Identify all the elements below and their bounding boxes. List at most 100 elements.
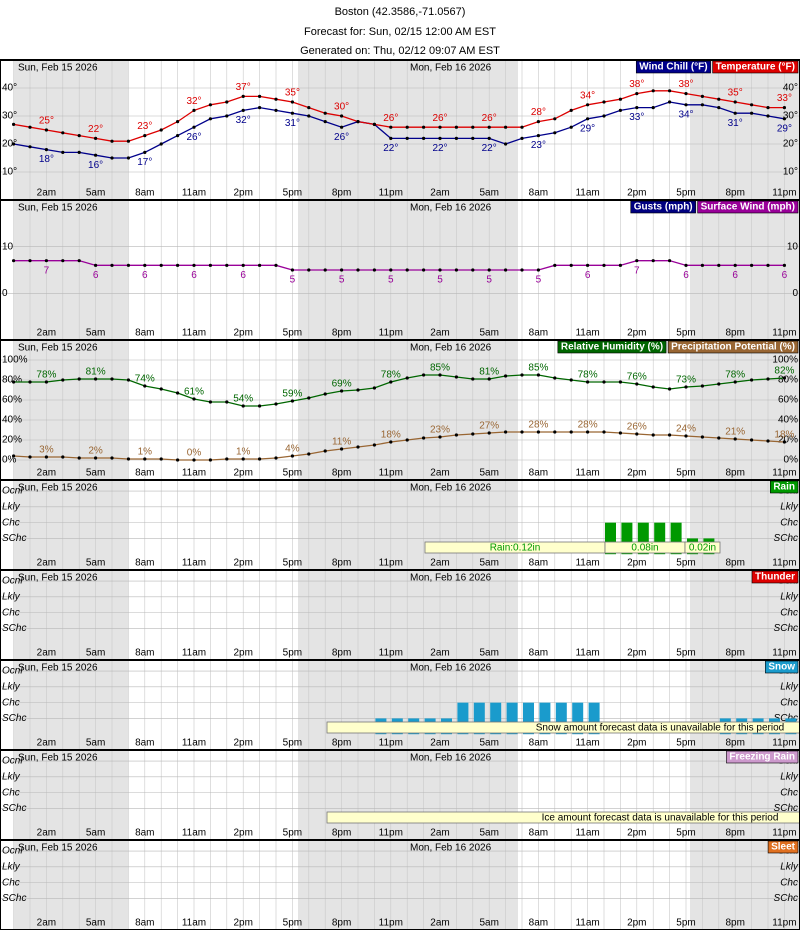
data-point <box>405 125 409 129</box>
night-shade <box>690 340 800 480</box>
legend-label: Surface Wind (mph) <box>701 202 795 213</box>
data-point <box>618 97 623 101</box>
data-point <box>241 108 245 112</box>
bar <box>637 522 649 555</box>
data-label: 28° <box>531 107 546 118</box>
data-point <box>307 396 311 400</box>
data-point <box>225 263 229 267</box>
day-label: Sun, Feb 15 2026 <box>18 663 98 674</box>
y-tick-label-left: 30° <box>2 111 17 122</box>
data-point <box>290 111 294 115</box>
x-tick-label: 11pm <box>379 648 403 659</box>
day-label: Mon, Feb 16 2026 <box>410 203 492 214</box>
data-label: 6 <box>142 270 148 281</box>
data-point <box>44 148 49 152</box>
data-label: 24% <box>676 424 696 435</box>
bar <box>539 702 551 735</box>
data-point <box>405 438 409 442</box>
data-point <box>651 259 655 263</box>
y-tick-label-right: 80% <box>778 375 798 386</box>
data-point <box>602 114 606 118</box>
night-shade <box>14 660 128 750</box>
x-tick-label: 5am <box>86 328 105 339</box>
data-point <box>143 457 147 461</box>
annotation: 0.02in <box>689 543 716 554</box>
x-tick-label: 5am <box>86 468 105 479</box>
data-point <box>733 263 737 267</box>
data-point <box>766 439 770 443</box>
data-point <box>536 268 541 272</box>
data-point <box>504 268 508 272</box>
data-point <box>389 136 393 140</box>
data-label: 54% <box>233 394 253 405</box>
y-tick-label-left: 10° <box>2 167 17 178</box>
x-tick-label: 11pm <box>379 918 403 929</box>
data-point <box>307 106 311 110</box>
y-tick-label-right: Chc <box>780 787 798 798</box>
data-point <box>159 387 163 391</box>
data-point <box>143 150 147 154</box>
data-point <box>569 108 573 112</box>
data-label: 26° <box>432 113 447 124</box>
x-tick-label: 8pm <box>332 648 351 659</box>
data-point <box>782 106 787 110</box>
bar <box>572 702 584 735</box>
data-point <box>536 430 541 434</box>
bar <box>555 702 567 735</box>
data-point <box>44 380 49 384</box>
data-point <box>110 139 114 143</box>
data-point <box>422 125 426 129</box>
data-point <box>569 263 573 267</box>
data-point <box>586 380 590 384</box>
x-tick-label: 8pm <box>725 828 744 839</box>
y-tick-label-right: 20% <box>778 435 798 446</box>
x-tick-label: 2am <box>430 828 449 839</box>
data-point <box>733 437 737 441</box>
x-tick-label: 11am <box>182 648 206 659</box>
data-point <box>28 145 32 149</box>
data-label: 22° <box>383 143 398 154</box>
series-line <box>13 374 785 407</box>
data-point <box>782 440 787 444</box>
data-point <box>602 100 606 104</box>
annotation-box <box>326 811 800 824</box>
y-tick-label-right: 10° <box>783 167 798 178</box>
data-label: 32° <box>236 115 251 126</box>
data-point <box>422 268 426 272</box>
night-shade <box>298 340 518 480</box>
day-label: Mon, Feb 16 2026 <box>410 753 492 764</box>
data-point <box>553 131 557 135</box>
data-label: 1% <box>236 447 251 458</box>
night-shade <box>14 570 128 660</box>
x-tick-label: 5pm <box>283 558 302 569</box>
data-point <box>782 117 787 121</box>
x-tick-label: 5pm <box>676 468 695 479</box>
x-tick-label: 5pm <box>676 188 695 199</box>
location-title: Boston (42.3586,-71.0567) <box>335 6 466 18</box>
data-point <box>77 456 81 460</box>
y-tick-label-left: Ocnl <box>2 486 23 497</box>
data-point <box>635 382 639 386</box>
data-point <box>176 120 180 124</box>
x-tick-label: 8pm <box>725 188 744 199</box>
data-point <box>274 402 278 406</box>
data-label: 38° <box>629 79 644 90</box>
x-tick-label: 8am <box>529 648 548 659</box>
data-label: 33° <box>777 93 792 104</box>
data-point <box>208 117 212 121</box>
x-tick-label: 2pm <box>627 738 646 749</box>
y-tick-label-left: 40° <box>2 83 17 94</box>
data-point <box>422 136 426 140</box>
y-tick-label-right: 20° <box>783 139 798 150</box>
data-label: 23° <box>531 140 546 151</box>
data-point <box>290 454 294 458</box>
x-tick-label: 2am <box>37 188 56 199</box>
data-point <box>766 114 770 118</box>
data-point <box>438 373 442 377</box>
data-point <box>258 404 262 408</box>
x-tick-label: 8pm <box>725 558 744 569</box>
x-tick-label: 2am <box>430 188 449 199</box>
data-point <box>110 377 114 381</box>
data-label: 5 <box>339 275 345 286</box>
data-point <box>143 134 147 138</box>
